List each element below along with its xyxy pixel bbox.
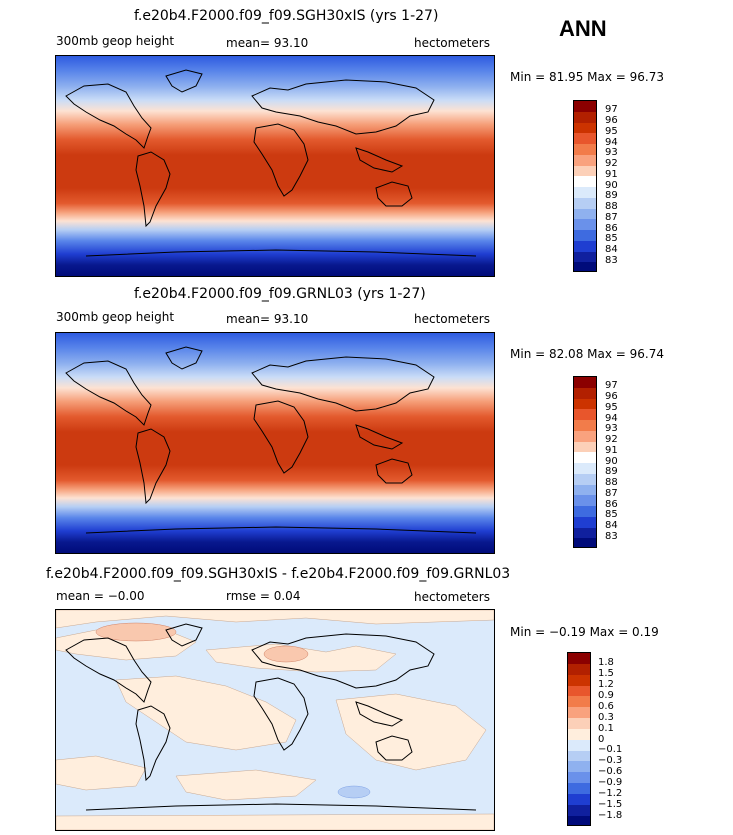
cbar-2-label: 90 <box>605 456 618 467</box>
cbar-3-label: 1.2 <box>598 679 614 690</box>
panel-2-units: hectometers <box>414 312 490 326</box>
cbar-3-label: −0.1 <box>598 744 623 755</box>
panel-1-coastlines <box>65 69 477 257</box>
panel-3-units: hectometers <box>414 590 490 604</box>
cbar-1-label: 97 <box>605 104 618 115</box>
cbar-1-label: 96 <box>605 115 618 126</box>
panel-2-colorbar <box>573 376 597 548</box>
panel-3-field <box>56 610 494 830</box>
cbar-2-label: 97 <box>605 380 618 391</box>
cbar-1-label: 87 <box>605 212 618 223</box>
cbar-3-label: −0.9 <box>598 777 623 788</box>
cbar-1-label: 95 <box>605 126 618 137</box>
cbar-2-label: 87 <box>605 488 618 499</box>
cbar-3-label: 0 <box>598 734 605 745</box>
cbar-1-label: 90 <box>605 180 618 191</box>
cbar-1-label: 93 <box>605 147 618 158</box>
panel-3-high-regions <box>95 622 309 663</box>
cbar-3-label: 0.9 <box>598 690 614 701</box>
panel-1-title: f.e20b4.F2000.f09_f09.SGH30xIS (yrs 1-27… <box>134 8 439 24</box>
cbar-1-label: 88 <box>605 201 618 212</box>
season-label: ANN <box>559 16 607 41</box>
cbar-3-label: 1.8 <box>598 657 614 668</box>
panel-1-colorbar <box>573 100 597 272</box>
cbar-1-label: 89 <box>605 190 618 201</box>
panel-2-title: f.e20b4.F2000.f09_f09.GRNL03 (yrs 1-27) <box>134 286 426 302</box>
panel-1-units: hectometers <box>414 36 490 50</box>
panel-2-variable: 300mb geop height <box>56 310 175 324</box>
panel-2-map <box>55 332 495 554</box>
cbar-2-label: 83 <box>605 531 618 542</box>
cbar-2-label: 92 <box>605 434 618 445</box>
cbar-1-label: 84 <box>605 244 618 255</box>
cbar-1-label: 86 <box>605 223 618 234</box>
panel-3-coastlines <box>65 623 477 811</box>
panel-2-mean: mean= 93.10 <box>226 312 309 326</box>
cbar-2-label: 91 <box>605 445 618 456</box>
panel-3-low-regions <box>337 785 371 799</box>
cbar-2-label: 96 <box>605 391 618 402</box>
panel-3-colorbar <box>567 652 591 826</box>
cbar-1-label: 91 <box>605 169 618 180</box>
cbar-2-label: 85 <box>605 509 618 520</box>
cbar-2-label: 84 <box>605 520 618 531</box>
cbar-3-label: 0.6 <box>598 701 614 712</box>
cbar-2-label: 88 <box>605 477 618 488</box>
cbar-2-label: 95 <box>605 402 618 413</box>
panel-2-minmax: Min = 82.08 Max = 96.74 <box>510 347 664 361</box>
cbar-3-label: −1.2 <box>598 788 623 799</box>
cbar-3-label: −1.5 <box>598 799 623 810</box>
panel-1-minmax: Min = 81.95 Max = 96.73 <box>510 70 664 84</box>
cbar-3-label: −1.8 <box>598 810 623 821</box>
cbar-3-label: 1.5 <box>598 668 614 679</box>
cbar-3-label: −0.6 <box>598 766 623 777</box>
cbar-2-label: 86 <box>605 499 618 510</box>
panel-3-title: f.e20b4.F2000.f09_f09.SGH30xIS - f.e20b4… <box>46 566 511 582</box>
cbar-1-label: 92 <box>605 158 618 169</box>
cbar-3-label: −0.3 <box>598 755 623 766</box>
panel-3-mean: mean = −0.00 <box>56 589 145 603</box>
panel-1-variable: 300mb geop height <box>56 34 175 48</box>
cbar-1-label: 83 <box>605 255 618 266</box>
cbar-2-label: 89 <box>605 466 618 477</box>
panel-3-rmse: rmse = 0.04 <box>226 589 301 603</box>
panel-1-mean: mean= 93.10 <box>226 36 309 50</box>
cbar-2-label: 94 <box>605 413 618 424</box>
cbar-3-label: 0.1 <box>598 723 614 734</box>
panel-2-field <box>56 333 494 553</box>
cbar-3-label: 0.3 <box>598 712 614 723</box>
panel-3-minmax: Min = −0.19 Max = 0.19 <box>510 625 659 639</box>
cbar-1-label: 85 <box>605 233 618 244</box>
panel-1-map <box>55 55 495 277</box>
panel-3-map <box>55 609 495 831</box>
cbar-1-label: 94 <box>605 137 618 148</box>
panel-2-coastlines <box>65 346 477 534</box>
cbar-2-label: 93 <box>605 423 618 434</box>
panel-1-field <box>56 56 494 276</box>
